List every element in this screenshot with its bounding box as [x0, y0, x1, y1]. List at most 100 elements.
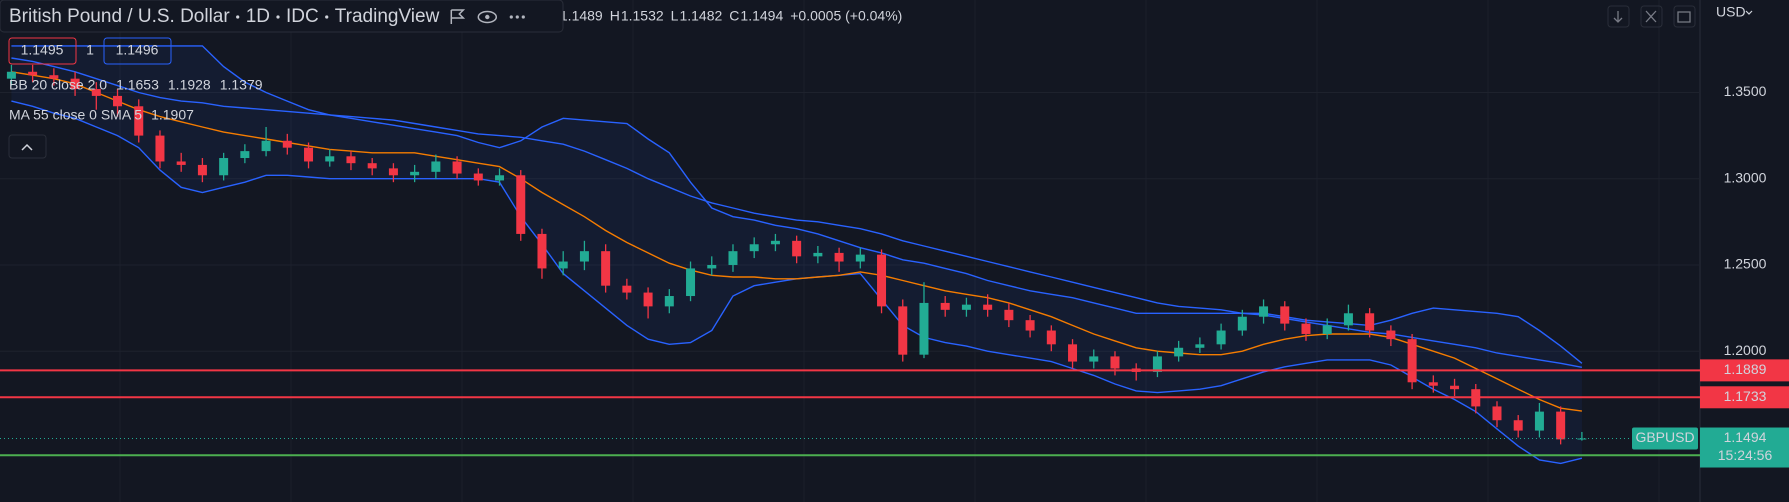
- toolbar-icon: [1677, 11, 1691, 23]
- candle-body: [770, 240, 780, 245]
- candle-body: [1343, 313, 1353, 326]
- last-price-box: [1700, 427, 1789, 468]
- title-bg: [0, 0, 564, 33]
- candle-body: [1068, 344, 1078, 362]
- candle-body: [1216, 330, 1226, 345]
- ohlc-value: 1.1482: [679, 8, 722, 24]
- candle-body: [346, 156, 356, 164]
- spread-label: 1: [86, 42, 94, 58]
- candle-body: [367, 163, 377, 169]
- candle-body: [91, 89, 101, 96]
- ohlc-key: H: [610, 8, 620, 24]
- price-label-box: [1700, 359, 1789, 382]
- chart-title: British Pound / U.S. Dollar: [9, 6, 230, 27]
- candle-body: [410, 171, 420, 176]
- indicator-name: MA 55 close 0 SMA 5: [9, 107, 142, 123]
- symbol-box: [1632, 427, 1698, 450]
- ohlc-value: 1.1494: [740, 8, 783, 24]
- candle-body: [176, 161, 186, 165]
- candle-body: [1195, 344, 1205, 348]
- candle-body: [1025, 320, 1035, 331]
- candle-body: [1577, 438, 1587, 440]
- candle-body: [1237, 316, 1247, 331]
- ohlc-key: C: [729, 8, 739, 24]
- y-tick-label: 1.2000: [1724, 342, 1767, 358]
- candle-body: [877, 254, 887, 307]
- candle-body: [325, 156, 335, 162]
- candle-body: [792, 240, 802, 257]
- candle-body: [1152, 356, 1162, 372]
- ohlc-key: L: [671, 8, 679, 24]
- collapse-icon: [21, 143, 33, 151]
- candle-body: [134, 106, 144, 136]
- candle-body: [1428, 382, 1438, 386]
- candle-body: [516, 175, 526, 234]
- candle-body: [834, 252, 844, 262]
- candle-body: [240, 151, 250, 159]
- currency-label: USD: [1716, 4, 1746, 20]
- candle-body: [707, 264, 717, 269]
- candle-body: [1450, 385, 1460, 390]
- bid-box[interactable]: [8, 37, 77, 65]
- candle-body: [155, 135, 165, 162]
- more-dot[interactable]: [509, 15, 513, 19]
- candle-body: [197, 164, 207, 176]
- toolbar-button[interactable]: [1640, 5, 1663, 28]
- toolbar-button[interactable]: [1607, 5, 1630, 28]
- candle-body: [643, 292, 653, 307]
- source: TradingView: [335, 6, 440, 27]
- candle-body: [855, 254, 865, 262]
- candle-body: [961, 304, 971, 310]
- ask-label: 1.1496: [116, 42, 159, 58]
- candle-body: [6, 71, 16, 79]
- candle-body: [1046, 330, 1056, 345]
- candle-body: [261, 140, 271, 152]
- more-dot[interactable]: [521, 15, 525, 19]
- candle-body: [282, 140, 292, 148]
- candle-body: [813, 252, 823, 257]
- candle-body: [749, 244, 759, 252]
- candle-body: [622, 285, 632, 293]
- change-value: +0.0005 (+0.04%): [790, 8, 902, 24]
- currency-caret: [1745, 10, 1753, 15]
- candle-body: [1534, 411, 1544, 431]
- candle-body: [1556, 411, 1566, 440]
- indicator-value: 1.1653: [116, 77, 159, 93]
- candle-body: [113, 95, 123, 107]
- candle-body: [1513, 420, 1523, 431]
- exchange: IDC: [286, 6, 319, 27]
- candle-body: [1386, 330, 1396, 340]
- indicator-value: 1.1928: [168, 77, 211, 93]
- ask-box[interactable]: [103, 37, 172, 65]
- candle-body: [579, 251, 589, 262]
- eye-icon[interactable]: [477, 10, 498, 24]
- ohlc-value: 1.1489: [560, 8, 603, 24]
- candle-body: [1089, 356, 1099, 362]
- toolbar-button[interactable]: [1673, 5, 1696, 28]
- y-tick-label: 1.3000: [1724, 169, 1767, 185]
- indicator-value: 1.1907: [151, 107, 194, 123]
- candle-body: [558, 261, 568, 269]
- indicator-value: 1.1379: [220, 77, 263, 93]
- separator-dot: [276, 15, 280, 19]
- flag-icon[interactable]: [450, 9, 466, 24]
- countdown-label: 15:24:56: [1718, 447, 1773, 463]
- y-tick-label: 1.2500: [1724, 256, 1767, 272]
- candle-body: [1365, 313, 1375, 331]
- toolbar-icon: [1613, 11, 1623, 23]
- candle-body: [898, 306, 908, 355]
- candle-body: [495, 175, 505, 181]
- candle-body: [388, 168, 398, 176]
- candle-body: [940, 302, 950, 310]
- bid-label: 1.1495: [21, 42, 64, 58]
- candle-body: [49, 75, 59, 79]
- indicator-name: BB 20 close 2 0: [9, 77, 107, 93]
- ma-line: [11, 57, 1583, 368]
- price-label: 1.1733: [1724, 388, 1767, 404]
- more-dot[interactable]: [515, 15, 519, 19]
- bb-basis-line: [11, 71, 1582, 412]
- candle-body: [304, 147, 314, 162]
- candle-body: [1492, 406, 1502, 421]
